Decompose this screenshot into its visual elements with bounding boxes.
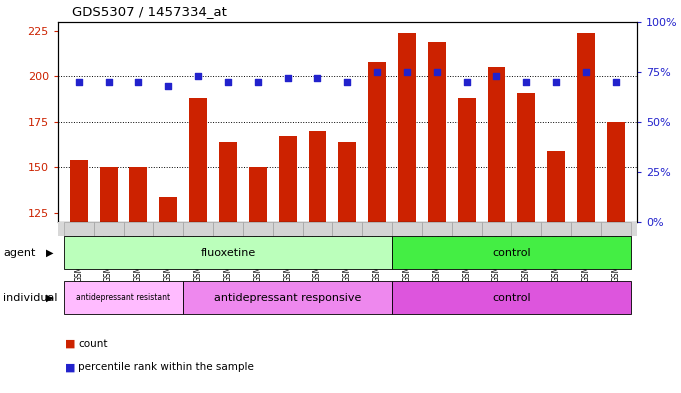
Bar bbox=[219, 142, 237, 393]
Point bbox=[372, 68, 383, 75]
Point bbox=[312, 75, 323, 81]
Point bbox=[610, 79, 621, 85]
Bar bbox=[488, 67, 505, 393]
Point bbox=[74, 79, 84, 85]
Point bbox=[342, 79, 353, 85]
Text: individual: individual bbox=[3, 293, 58, 303]
Point bbox=[521, 79, 532, 85]
Text: agent: agent bbox=[3, 248, 36, 257]
Text: ▶: ▶ bbox=[46, 248, 54, 257]
Bar bbox=[249, 167, 267, 393]
Bar bbox=[99, 167, 118, 393]
Text: ■: ■ bbox=[65, 339, 75, 349]
Point bbox=[461, 79, 472, 85]
Text: control: control bbox=[492, 293, 530, 303]
Bar bbox=[607, 122, 624, 393]
Text: fluoxetine: fluoxetine bbox=[200, 248, 255, 257]
Bar bbox=[577, 33, 595, 393]
Bar bbox=[189, 98, 207, 393]
Bar bbox=[279, 136, 297, 393]
Bar bbox=[398, 33, 416, 393]
Text: antidepressant responsive: antidepressant responsive bbox=[214, 293, 362, 303]
Bar bbox=[458, 98, 475, 393]
Point bbox=[103, 79, 114, 85]
Point bbox=[581, 68, 592, 75]
Bar bbox=[518, 93, 535, 393]
Text: count: count bbox=[78, 339, 108, 349]
Text: ■: ■ bbox=[65, 362, 75, 373]
Point bbox=[491, 73, 502, 79]
Point bbox=[402, 68, 413, 75]
Point bbox=[133, 79, 144, 85]
Point bbox=[253, 79, 264, 85]
Bar bbox=[308, 131, 326, 393]
Point bbox=[282, 75, 293, 81]
Bar bbox=[159, 196, 177, 393]
Bar bbox=[548, 151, 565, 393]
Point bbox=[551, 79, 562, 85]
Point bbox=[223, 79, 234, 85]
Bar bbox=[428, 42, 446, 393]
Point bbox=[163, 83, 174, 89]
Text: percentile rank within the sample: percentile rank within the sample bbox=[78, 362, 254, 373]
Bar bbox=[338, 142, 356, 393]
Point bbox=[431, 68, 442, 75]
Point bbox=[193, 73, 204, 79]
Text: ▶: ▶ bbox=[46, 293, 54, 303]
Text: control: control bbox=[492, 248, 530, 257]
Text: GDS5307 / 1457334_at: GDS5307 / 1457334_at bbox=[72, 5, 226, 18]
Bar bbox=[368, 62, 386, 393]
Bar bbox=[70, 160, 88, 393]
Text: antidepressant resistant: antidepressant resistant bbox=[76, 293, 170, 302]
Bar bbox=[129, 167, 147, 393]
